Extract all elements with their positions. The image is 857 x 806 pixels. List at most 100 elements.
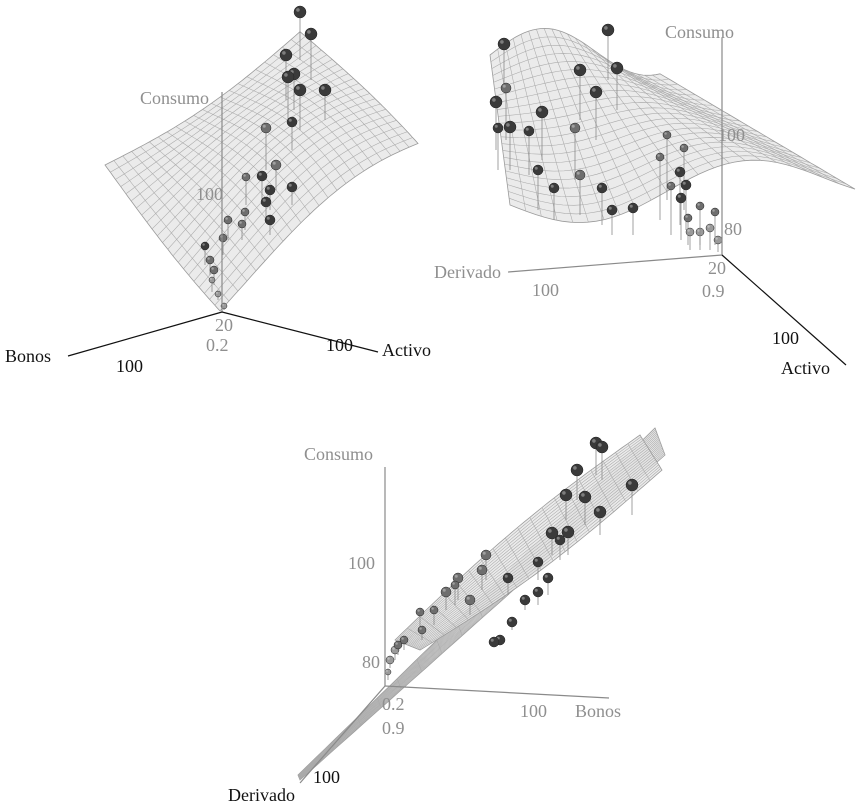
panel-2-x-tick-0-9: 0.9 (702, 281, 725, 301)
panel-2-point (532, 164, 544, 176)
panel-2-point (573, 63, 587, 77)
panel-3-surface-b-sheet (394, 434, 663, 651)
panel-3-point (476, 564, 488, 576)
panel-1-surface-gridline (220, 96, 338, 191)
panel-1-point (293, 83, 307, 97)
panel-2-x-label: Derivado (434, 262, 501, 282)
panel-3-point (561, 525, 575, 539)
panel-3-point (570, 463, 584, 477)
panel-1-point (264, 184, 276, 196)
panel-3-z-label: Consumo (304, 444, 373, 464)
panel-2-point (569, 122, 581, 134)
panel-3-point (429, 605, 439, 615)
panel-3-point-highlight (628, 481, 632, 485)
panel-1-x-label: Activo (382, 340, 431, 360)
panel-3-surface-b-gridline (419, 616, 445, 636)
panel-3-surface-b-gridline (409, 455, 654, 647)
panel-2-point (674, 166, 686, 178)
panel-2-x-tick-100: 100 (532, 280, 559, 300)
panel-3-x-tick-100: 100 (520, 701, 547, 721)
panel-3-point (625, 478, 639, 492)
panel-3-z-tick-80: 80 (362, 652, 380, 672)
panel-2-surface-gridline (503, 127, 794, 163)
panel-2-point-highlight (500, 40, 504, 44)
panel-1-point-highlight (225, 217, 228, 220)
panel-2-point-highlight (715, 237, 718, 240)
panel-2-point-highlight (592, 88, 596, 92)
panel-3-point-highlight (534, 588, 538, 592)
panel-1-x-axis (221, 311, 379, 353)
panel-3-point (415, 607, 425, 617)
panel-2-point-highlight (571, 124, 575, 128)
panel-3-point-highlight (482, 551, 486, 555)
panel-3-point-highlight (544, 574, 548, 578)
panel-1-x-tick-100: 100 (326, 335, 353, 355)
panel-2-point-highlight (613, 64, 617, 68)
panel-1-y-tick-100: 100 (116, 356, 143, 376)
panel-2-point-highlight (576, 66, 580, 70)
panel-3-y-label: Derivado (228, 785, 295, 805)
panel-3-point-highlight (452, 582, 455, 585)
panel-1-point-highlight (202, 243, 205, 246)
panel-3-point-highlight (556, 536, 560, 540)
panel-1-point (264, 214, 276, 226)
panel-1-point-highlight (321, 86, 325, 90)
panel-2-points (489, 23, 723, 252)
panel-2-surface-gridline (652, 74, 840, 185)
panel-3-point (532, 556, 544, 568)
panel-1-point-highlight (243, 174, 246, 177)
panel-2-point-highlight (657, 154, 660, 157)
panel-1-point (286, 116, 298, 128)
panel-3-point (399, 635, 409, 645)
panel-2-point (548, 182, 560, 194)
panel-3-surface-a-gridline (337, 736, 341, 744)
panel-1-point (214, 290, 222, 298)
panel-2-point (574, 169, 586, 181)
panel-2-z-tick-80: 80 (724, 219, 742, 239)
panel-2-surface-gridline (628, 71, 793, 167)
panel-3-surface-a-gridline (357, 717, 362, 726)
panel-1-surface-gridline (282, 46, 401, 152)
panel-3-point (542, 572, 554, 584)
panel-1-surface-gridline (204, 125, 402, 294)
panel-2-x-axis (507, 254, 723, 273)
panel-2-point-highlight (668, 183, 671, 186)
panel-2-surface-gridline (508, 150, 838, 206)
panel-1-point (200, 241, 210, 251)
panel-3-point-highlight (387, 657, 390, 660)
panel-2-point (589, 85, 603, 99)
panel-2-point-highlight (629, 204, 633, 208)
panel-3-x-axis (384, 685, 610, 699)
panel-2-point-highlight (712, 209, 715, 212)
panel-2-point-highlight (697, 203, 700, 206)
panel-1-surface-gridline (214, 137, 413, 306)
panel-2-point-highlight (682, 181, 686, 185)
panel-3-point-highlight (573, 466, 577, 470)
panel-1-point (318, 83, 332, 97)
panel-2-point (695, 201, 705, 211)
panel-3-point-highlight (592, 439, 596, 443)
panel-3-point-highlight (478, 566, 482, 570)
panel-1-point-highlight (262, 198, 266, 202)
panel-1-point-highlight (296, 86, 300, 90)
panel-3-point (593, 505, 607, 519)
panel-3-point-highlight (534, 558, 538, 562)
panel-3-point-highlight (562, 491, 566, 495)
panel-1-point-highlight (288, 118, 292, 122)
panel-3-point-highlight (417, 609, 420, 612)
panel-3-point-highlight (490, 638, 494, 642)
panel-3-y-axis (299, 685, 386, 784)
panel-3-point-highlight (564, 528, 568, 532)
panel-2-surface-gridline (621, 67, 777, 163)
panel-3-surface-b-gridline (411, 457, 655, 647)
panel-3-point (464, 594, 476, 606)
panel-3-surface-b-gridline (505, 537, 530, 580)
panel-3-point (393, 640, 403, 650)
panel-3-surface-b-gridline (480, 559, 505, 597)
panel-2-point-highlight (502, 84, 506, 88)
panel-3-point (440, 586, 452, 598)
panel-3-point-highlight (581, 493, 585, 497)
panel-3-point (450, 580, 460, 590)
panel-2-point (655, 152, 665, 162)
panel-2-point-highlight (681, 145, 684, 148)
